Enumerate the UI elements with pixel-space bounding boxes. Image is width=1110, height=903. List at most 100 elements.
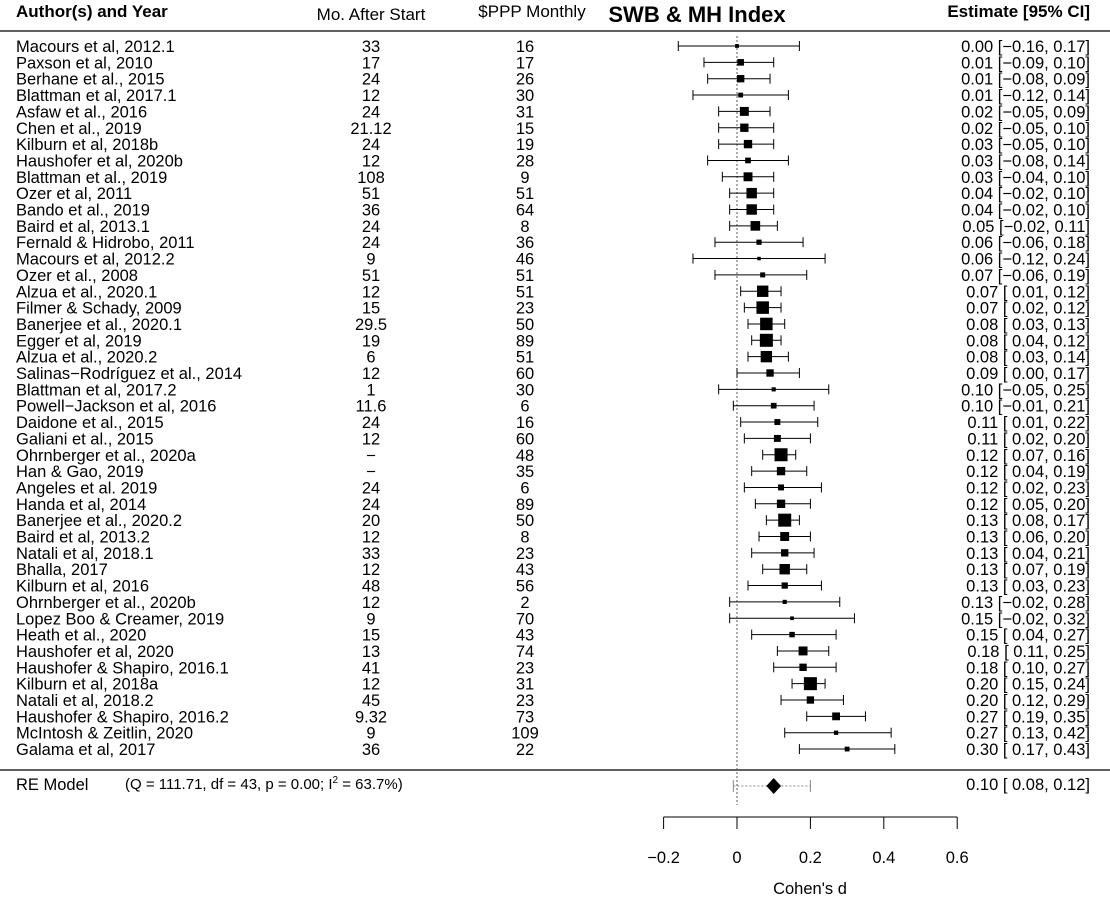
ppp-monthly: 48 [516,447,534,465]
point-estimate-marker [746,204,757,215]
ppp-monthly: 16 [516,38,534,56]
ppp-monthly: 60 [516,365,534,383]
months-after-start: 24 [362,103,380,121]
study-name: Daidone et al., 2015 [16,414,164,432]
months-after-start: 12 [362,87,380,105]
ppp-monthly: 23 [516,545,534,563]
study-name: Kilburn et al, 2018a [16,676,159,694]
estimate-ci-text: 0.13 [ 0.04, 0.21] [966,545,1090,563]
study-name: Alzua et al., 2020.1 [16,283,157,301]
point-estimate-marker [746,187,757,199]
estimate-ci-text: 0.12 [ 0.05, 0.20] [966,496,1090,514]
ppp-monthly: 15 [516,120,534,138]
study-row: Filmer & Schady, 2009 15 23 0.07 [ 0.02, 0.… [16,300,1090,318]
study-name: Baird et al, 2013.1 [16,218,150,236]
study-name: Ohrnberger et al., 2020b [16,594,196,612]
estimate-ci-text: 0.12 [ 0.04, 0.19] [966,463,1090,481]
study-row: Baird et al, 2013.1 24 8 0.05 [−0.02, 0.11] [16,218,1090,236]
point-estimate-marker [759,333,773,347]
ppp-monthly: 43 [516,627,534,645]
x-axis: −0.2 0 0.2 0.4 0.6 [647,816,969,867]
months-after-start: 51 [362,267,380,285]
months-after-start: 12 [362,283,380,301]
study-name: Heath et al., 2020 [16,627,146,645]
ppp-monthly: 43 [516,561,534,579]
study-name: Lopez Boo & Creamer, 2019 [16,610,224,628]
study-name: Chen et al., 2019 [16,120,142,138]
ppp-monthly: 31 [516,103,534,121]
months-after-start: 13 [362,643,380,661]
study-row: Ozer et al., 2008 51 51 0.07 [−0.06, 0.19] [16,267,1090,285]
ppp-monthly: 51 [516,185,534,203]
months-after-start: 24 [362,414,380,432]
estimate-ci-text: 0.02 [−0.05, 0.09] [961,103,1090,121]
point-estimate-marker [799,663,807,671]
estimate-ci-text: 0.10 [−0.01, 0.21] [961,398,1090,416]
ppp-monthly: 31 [516,676,534,694]
estimate-ci-text: 0.27 [ 0.19, 0.35] [966,708,1090,726]
months-after-start: 1 [366,381,375,399]
study-row: Heath et al., 2020 15 43 0.15 [ 0.04, 0.27] [16,627,1090,645]
estimate-ci-text: 0.07 [ 0.02, 0.12] [966,300,1090,318]
study-row: Bando et al., 2019 36 64 0.04 [−0.02, 0.10] [16,202,1090,220]
point-estimate-marker [790,616,794,621]
study-row: Galiani et al., 2015 12 60 0.11 [ 0.02, 0.2… [16,430,1090,448]
ppp-monthly: 28 [516,152,534,170]
study-name: Blattman et al., 2019 [16,169,167,187]
months-after-start: 29.5 [355,316,387,334]
study-name: Macours et al, 2012.1 [16,38,175,56]
months-after-start: − [366,463,376,481]
estimate-ci-text: 0.07 [ 0.01, 0.12] [966,283,1090,301]
study-row: Alzua et al., 2020.2 6 51 0.08 [ 0.03, 0.14… [16,349,1090,367]
months-after-start: 33 [362,545,380,563]
study-row: Asfaw et al., 2016 24 31 0.02 [−0.05, 0.09] [16,103,1090,121]
study-row: Angeles et al. 2019 24 6 0.12 [ 0.02, 0.23] [16,479,1090,497]
estimate-ci-text: 0.11 [ 0.01, 0.22] [967,414,1090,432]
estimate-ci-text: 0.11 [ 0.02, 0.20] [967,430,1090,448]
study-row: Bhalla, 2017 12 43 0.13 [ 0.07, 0.19] [16,561,1090,579]
months-after-start: 12 [362,365,380,383]
point-estimate-marker [736,75,745,83]
months-after-start: 12 [362,676,380,694]
estimate-ci-text: 0.15 [−0.02, 0.32] [961,610,1090,628]
estimate-ci-text: 0.08 [ 0.03, 0.14] [966,349,1090,367]
point-estimate-marker [803,677,817,691]
estimate-ci-text: 0.09 [ 0.00, 0.17] [966,365,1090,383]
study-row: Kilburn et al, 2018a 12 31 0.20 [ 0.15, 0.2… [16,676,1090,694]
months-after-start: 48 [362,578,380,596]
study-name: Angeles et al. 2019 [16,479,157,497]
months-after-start: − [366,447,376,465]
months-after-start: 24 [362,234,380,252]
estimate-ci-text: 0.02 [−0.05, 0.10] [961,120,1090,138]
x-tick-label: −0.2 [647,849,680,867]
chart-title: SWB & MH Index [608,2,786,27]
ppp-monthly: 89 [516,332,534,350]
ppp-monthly: 23 [516,692,534,710]
point-estimate-marker [743,139,753,149]
months-after-start: 24 [362,496,380,514]
study-name: Natali et al, 2018.1 [16,545,154,563]
study-name: Haushofer & Shapiro, 2016.1 [16,659,229,677]
ppp-monthly: 56 [516,578,534,596]
study-name: Blattman et al, 2017.2 [16,381,177,399]
study-name: Kilburn et al, 2016 [16,578,149,596]
study-row: Salinas−Rodríguez et al., 2014 12 60 0.09 [… [16,365,1090,383]
point-estimate-marker [780,532,790,541]
header-ppp: $PPP Monthly [478,2,586,21]
months-after-start: 12 [362,430,380,448]
estimate-ci-text: 0.04 [−0.02, 0.10] [961,185,1090,203]
point-estimate-marker [774,448,788,462]
study-name: Ozer et al., 2008 [16,267,138,285]
study-name: Baird et al, 2013.2 [16,529,150,547]
study-row: Kilburn et al, 2016 48 56 0.13 [ 0.03, 0.23… [16,578,1090,596]
point-estimate-marker [770,402,777,409]
point-estimate-marker [750,221,761,231]
ppp-monthly: 30 [516,381,534,399]
estimate-ci-text: 0.07 [−0.06, 0.19] [961,267,1090,285]
summary-estimate: 0.10 [ 0.08, 0.12] [966,776,1090,794]
ppp-monthly: 8 [520,529,529,547]
estimate-ci-text: 0.03 [−0.08, 0.14] [961,152,1090,170]
study-name: Alzua et al., 2020.2 [16,349,157,367]
months-after-start: 36 [362,202,380,220]
months-after-start: 24 [362,136,380,154]
